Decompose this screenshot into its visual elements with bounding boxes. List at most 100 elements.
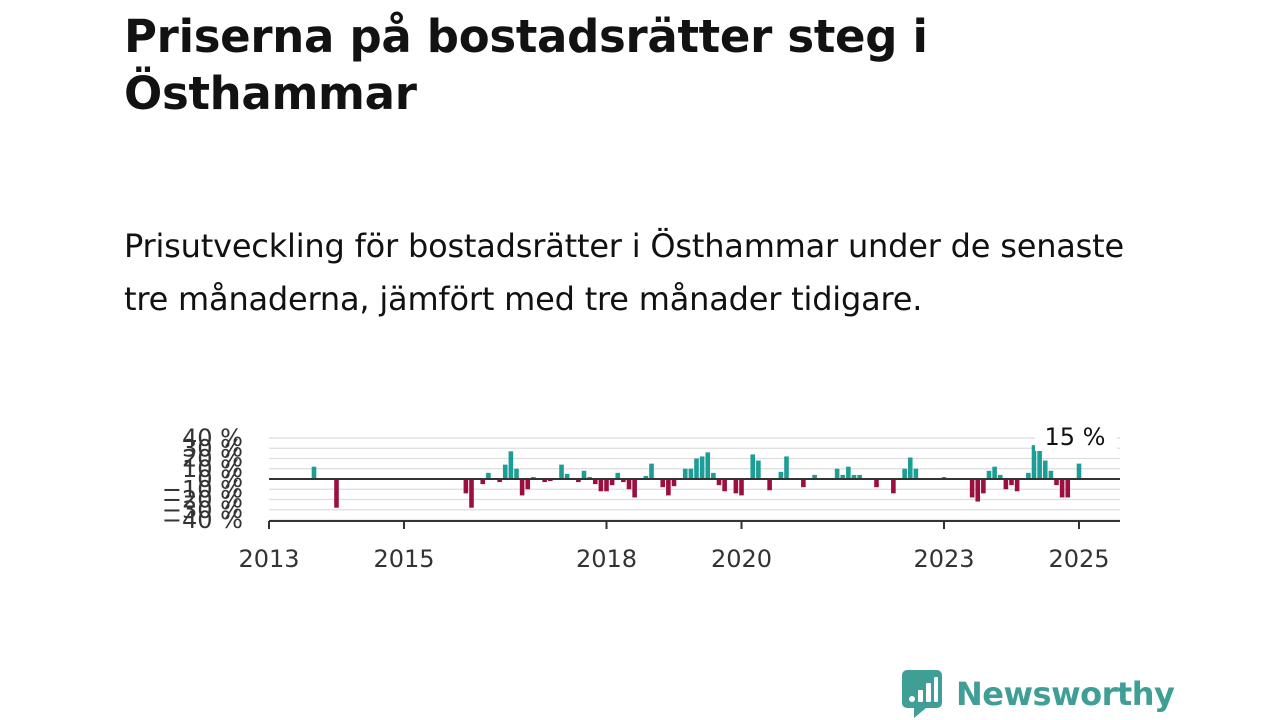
- bar: [986, 470, 992, 479]
- bar: [497, 479, 502, 483]
- bar: [688, 468, 694, 479]
- bar: [626, 479, 632, 490]
- bar: [643, 475, 649, 479]
- bar: [840, 474, 846, 479]
- bar: [969, 479, 975, 498]
- bar: [609, 479, 615, 486]
- bar: [531, 476, 536, 479]
- y-tick-label: 30 %: [182, 434, 243, 462]
- y-tick-label: 20 %: [182, 445, 243, 473]
- bar: [671, 479, 677, 487]
- bar: [750, 454, 756, 479]
- bar: [334, 479, 339, 508]
- bar: [587, 476, 592, 479]
- bar: [559, 464, 564, 479]
- y-tick-label: −30 %: [162, 496, 243, 524]
- x-tick-label: 2025: [1048, 545, 1109, 573]
- bar: [581, 470, 587, 479]
- bar: [564, 473, 570, 479]
- bar: [716, 479, 722, 486]
- bar: [851, 474, 857, 479]
- bar: [592, 479, 598, 485]
- bar: [1042, 460, 1048, 479]
- bar: [615, 472, 621, 479]
- bar: [542, 479, 547, 483]
- bar: [1076, 463, 1082, 479]
- bar: [711, 472, 716, 479]
- bar: [632, 479, 637, 498]
- bar: [733, 479, 739, 494]
- bar: [1026, 472, 1031, 479]
- bar: [514, 468, 519, 479]
- bar: [1048, 470, 1054, 479]
- bar: [1065, 479, 1071, 498]
- bar: [682, 468, 688, 479]
- bar: [463, 479, 469, 494]
- bar: [1003, 479, 1009, 490]
- bar: [666, 479, 671, 496]
- bar: [508, 451, 514, 479]
- newsworthy-logo-icon: [902, 670, 942, 718]
- bar: [975, 479, 981, 502]
- bar: [621, 479, 626, 483]
- bar: [857, 474, 862, 479]
- bar: [913, 468, 919, 479]
- bar: [739, 479, 744, 496]
- bar: [649, 463, 654, 479]
- x-tick-label: 2020: [711, 545, 772, 573]
- bar: [486, 472, 491, 479]
- axes: [268, 478, 1120, 529]
- bar: [525, 479, 531, 490]
- bar: [699, 456, 705, 479]
- bar: [1031, 445, 1037, 479]
- bar: [767, 479, 772, 491]
- y-tick-label: 10 %: [182, 455, 243, 483]
- bar: [1009, 479, 1014, 486]
- x-tick-label: 2015: [373, 545, 434, 573]
- bar: [576, 479, 581, 483]
- annotation-background: [1035, 421, 1117, 451]
- bar: [1037, 448, 1042, 479]
- bar: [874, 479, 879, 488]
- bar: [846, 466, 851, 479]
- x-tick-label: 2023: [913, 545, 974, 573]
- newsworthy-logo[interactable]: Newsworthy: [902, 670, 1175, 718]
- bar: [756, 460, 761, 479]
- y-tick-label: 0 %: [197, 465, 243, 493]
- bar: [598, 479, 604, 492]
- bar: [1059, 479, 1065, 498]
- bar: [992, 466, 997, 479]
- bar: [812, 474, 817, 479]
- y-tick-label: −10 %: [162, 475, 243, 503]
- bar: [705, 452, 711, 479]
- y-tick-label: −40 %: [162, 506, 243, 534]
- x-tick-label: 2018: [576, 545, 637, 573]
- x-tick-label: 2013: [238, 545, 299, 573]
- bar: [784, 456, 789, 479]
- bar: [981, 479, 986, 494]
- grid-lines: [269, 437, 1120, 521]
- bar-chart: 40 %30 %20 %10 %0 %−10 %−20 %−30 %−40 % 2…: [162, 421, 1120, 573]
- page-title: Priserna på bostadsrätter steg i Östhamm…: [124, 10, 928, 120]
- bar-series: [311, 445, 1082, 508]
- bar: [480, 479, 486, 485]
- y-tick-label: 40 %: [182, 424, 243, 452]
- bar: [1054, 479, 1059, 486]
- bar: [778, 471, 784, 479]
- tick-labels: 40 %30 %20 %10 %0 %−10 %−20 %−30 %−40 % 2…: [162, 421, 1117, 573]
- bar: [907, 457, 913, 479]
- bar: [722, 479, 727, 492]
- newsworthy-wordmark: Newsworthy: [956, 675, 1175, 713]
- bar: [519, 479, 525, 496]
- bar: [694, 458, 699, 479]
- bar: [834, 468, 840, 479]
- bar: [941, 476, 947, 479]
- chart-subtitle: Prisutveckling för bostadsrätter i Östha…: [124, 227, 1124, 318]
- bar: [997, 474, 1003, 479]
- bar: [902, 468, 907, 479]
- annotation-label: 15 %: [1045, 423, 1106, 451]
- bar: [1014, 479, 1020, 492]
- bar: [801, 479, 806, 488]
- bar: [891, 479, 896, 494]
- bar: [469, 479, 474, 508]
